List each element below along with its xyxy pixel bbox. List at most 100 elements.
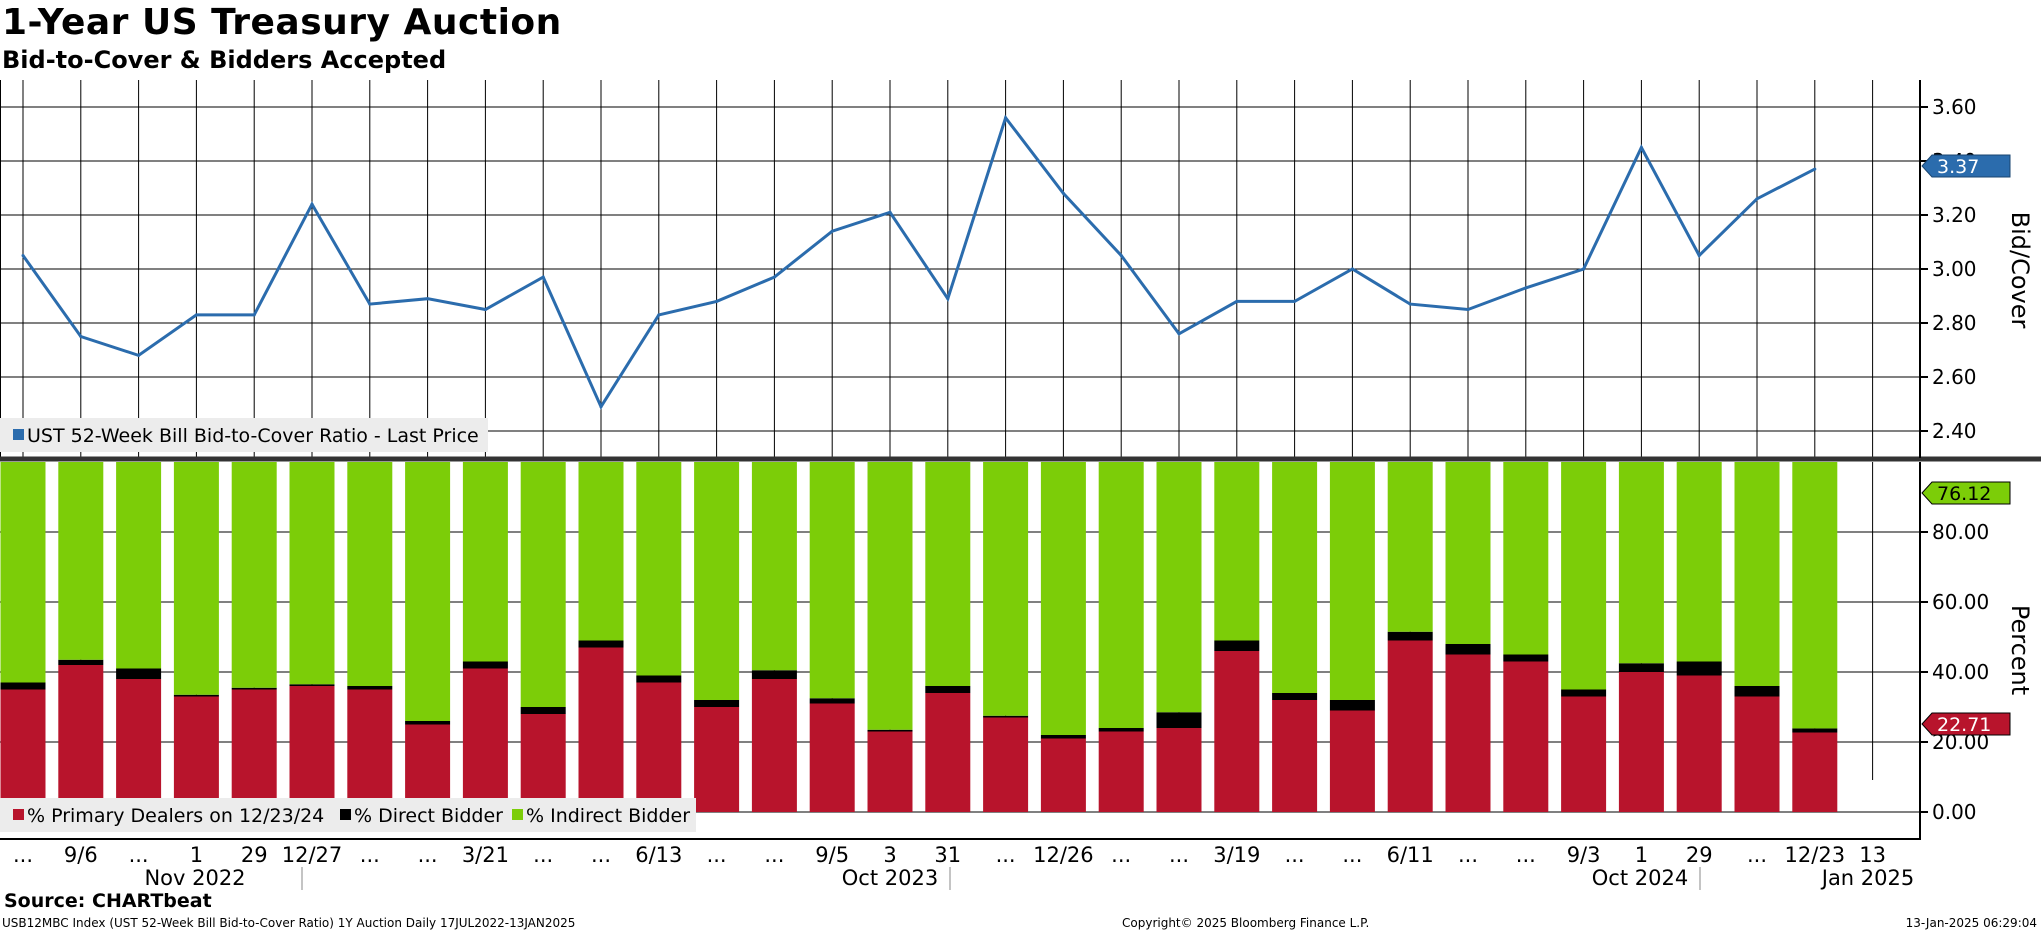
x-tick-label: 3/21 [462,843,509,867]
x-tick-label: ... [360,843,380,867]
top-y-tick-label: 2.40 [1932,419,1977,443]
legend-label-primary: % Primary Dealers on 12/23/24 [27,805,324,827]
bar-indirect-bidder [231,462,277,688]
bid-to-cover-line [21,114,1816,410]
x-tick-label: 9/3 [1567,843,1601,867]
legend-swatch-primary [13,809,24,820]
x-tick-label: 6/13 [635,843,682,867]
bar-indirect-bidder [1734,462,1780,686]
last-value-tag-indirect: 76.12 [1921,481,2011,505]
x-tick-label: 3/19 [1213,843,1260,867]
legend-label-direct: % Direct Bidder [354,805,503,827]
bottom-y-axis-title: Percent [2006,605,2034,695]
bar-direct-bidder [1676,661,1722,676]
bar-direct-bidder [347,686,393,690]
bar-direct-bidder [231,687,277,690]
top-y-axis-title: Bid/Cover [2006,212,2034,329]
bar-indirect-bidder [1272,462,1318,693]
bar-primary-dealers [231,689,277,812]
x-tick-label: 12/23 [1785,843,1846,867]
bar-direct-bidder [1503,654,1549,662]
x-period-label: Oct 2023 [842,866,938,890]
bar-primary-dealers [925,693,971,812]
bar-direct-bidder [578,640,624,648]
bar-indirect-bidder [1098,462,1144,728]
bar-primary-dealers [1445,654,1491,812]
bar-indirect-bidder [0,462,46,683]
top-y-tick-label: 2.60 [1932,365,1977,389]
bar-direct-bidder [462,661,508,669]
bar-direct-bidder [58,659,104,665]
bar-direct-bidder [289,684,335,686]
bar-direct-bidder [983,715,1029,718]
x-tick-label: ... [129,843,149,867]
x-tick-label: ... [764,843,784,867]
top-y-tick-label: 3.20 [1932,203,1977,227]
bar-direct-bidder [0,682,46,690]
bar-direct-bidder [173,694,219,697]
bar-primary-dealers [1734,696,1780,812]
svg-text:22.71: 22.71 [1937,714,1991,736]
bar-primary-dealers [1561,696,1607,812]
bottom-legend: % Primary Dealers on 12/23/24 % Direct B… [0,798,696,832]
bar-direct-bidder [1618,663,1664,672]
x-tick-label: ... [591,843,611,867]
bar-direct-bidder [1387,631,1433,641]
bar-direct-bidder [1272,693,1318,700]
top-y-tick-label: 2.80 [1932,311,1977,335]
x-tick-label: ... [1111,843,1131,867]
bar-indirect-bidder [1445,462,1491,644]
footer-index-description: USB12MBC Index (UST 52-Week Bill Bid-to-… [2,916,576,930]
legend-swatch-bid-cover [13,429,24,440]
bar-direct-bidder [694,700,740,707]
bar-primary-dealers [1792,732,1838,812]
legend-label-indirect: % Indirect Bidder [526,805,690,827]
legend-label-bid-cover: UST 52-Week Bill Bid-to-Cover Ratio - La… [27,425,479,447]
svg-text:76.12: 76.12 [1937,483,1991,505]
svg-text:3.37: 3.37 [1937,156,1979,178]
bar-primary-dealers [1214,651,1260,812]
bar-direct-bidder [405,721,451,725]
bar-primary-dealers [347,689,393,812]
bars-group [0,116,1838,812]
bar-primary-dealers [1329,710,1375,812]
bar-primary-dealers [1503,661,1549,812]
bar-primary-dealers [636,682,682,812]
bar-indirect-bidder [1618,462,1664,664]
bar-primary-dealers [694,707,740,812]
x-tick-label: 9/6 [64,843,98,867]
footer-copyright: Copyright© 2025 Bloomberg Finance L.P. [1122,916,1370,930]
x-tick-label: ... [1516,843,1536,867]
bar-indirect-bidder [1676,462,1722,662]
bar-direct-bidder [751,670,797,679]
bar-indirect-bidder [289,462,335,685]
bar-direct-bidder [1214,640,1260,651]
legend-swatch-direct [340,809,351,820]
bar-indirect-bidder [1040,462,1086,735]
x-period-label: Jan 2025 [1820,866,1915,890]
bar-indirect-bidder [1503,462,1549,655]
top-legend: UST 52-Week Bill Bid-to-Cover Ratio - La… [0,418,488,452]
x-tick-label: 29 [1686,843,1713,867]
bar-direct-bidder [636,675,682,683]
x-tick-label: ... [996,843,1016,867]
bar-primary-dealers [405,724,451,812]
chart-title: 1-Year US Treasury Auction [2,2,562,43]
x-tick-label: ... [1747,843,1767,867]
bar-primary-dealers [867,731,913,812]
bar-direct-bidder [1156,712,1202,728]
bar-direct-bidder [1561,689,1607,697]
bar-indirect-bidder [116,462,162,669]
bar-direct-bidder [1098,728,1144,732]
top-y-axis: 2.402.602.803.003.203.403.60 [1920,95,1977,443]
x-tick-label: ... [1285,843,1305,867]
bar-indirect-bidder [462,462,508,662]
bar-indirect-bidder [347,462,393,686]
bar-direct-bidder [1040,735,1086,739]
bar-direct-bidder [867,729,913,732]
bar-primary-dealers [751,679,797,812]
bar-indirect-bidder [1387,462,1433,632]
bar-indirect-bidder [405,462,451,721]
x-tick-label: ... [1458,843,1478,867]
